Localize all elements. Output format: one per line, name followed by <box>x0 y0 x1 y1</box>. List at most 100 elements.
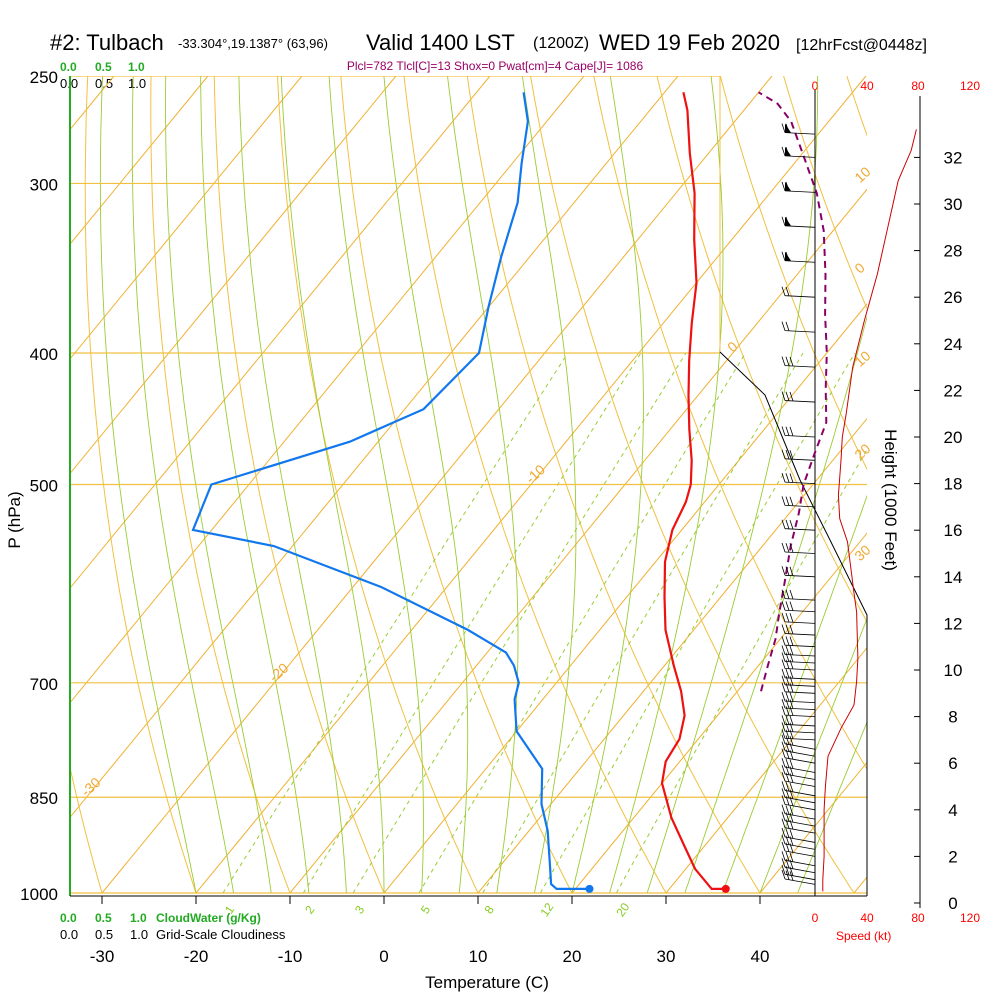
wind-barb-feather <box>781 795 786 805</box>
wind-barb-feather <box>781 668 786 678</box>
wind-barbs <box>781 123 816 885</box>
wind-barb-feather <box>781 834 786 845</box>
wind-barb-feather <box>789 736 794 746</box>
height-tick-label: 26 <box>944 288 963 307</box>
wind-barb-feather <box>781 216 786 226</box>
wind-barb-staff <box>784 190 816 193</box>
wind-barb-staff <box>784 820 816 827</box>
wind-barb-feather <box>781 811 786 821</box>
wind-barb-feather <box>781 391 786 401</box>
dry-adiabat-line <box>973 76 1000 893</box>
wind-barb-feather <box>789 852 794 862</box>
wind-barb-staff <box>784 700 816 704</box>
moist-adiabat-line <box>99 76 197 894</box>
wind-barb-staff <box>784 677 816 680</box>
height-tick-label: 10 <box>944 661 963 680</box>
mixing-ratio-label: 5 <box>418 903 433 917</box>
wind-barb-staff <box>784 813 816 820</box>
moist-adiabat-line <box>797 721 867 894</box>
height-tick-label: 20 <box>944 428 963 447</box>
isotherm-line <box>0 76 20 893</box>
wind-barb-feather <box>781 827 786 838</box>
cloud-bottom-green-0: 0.0 <box>60 911 77 925</box>
wind-barb-staff <box>784 878 816 885</box>
wind-barb-feather <box>781 734 786 744</box>
wind-barb-feather <box>785 624 790 634</box>
height-tick-label: 18 <box>944 475 963 494</box>
plot-frame <box>69 76 921 908</box>
wind-barb-staff <box>784 654 816 657</box>
wind-barb-feather <box>781 741 786 751</box>
height-tick-label: 22 <box>944 381 963 400</box>
height-tick-label: 32 <box>944 148 963 167</box>
wind-barb-feather <box>781 542 786 553</box>
wind-barb-staff <box>784 773 816 780</box>
wind-barb-feather <box>781 722 786 732</box>
isotherm-line <box>70 76 397 475</box>
pressure-tick-label: 500 <box>30 477 58 496</box>
wind-barb-feather <box>785 286 790 297</box>
mixing-ratio-line <box>352 352 687 894</box>
wind-barb-feather <box>785 645 790 655</box>
pressure-tick-label: 300 <box>30 175 58 194</box>
wind-barb-staff <box>784 691 816 694</box>
wind-barb-feather <box>781 123 786 133</box>
wind-barb-feather <box>785 612 790 623</box>
cloud-bottom-green-2: 1.0 <box>130 911 147 925</box>
indices-label: Plcl=782 Tlcl[C]=13 Shox=0 Pwat[cm]=4 Ca… <box>347 59 644 73</box>
wind-barb-staff <box>784 836 816 843</box>
mixing-ratio-label: 2 <box>302 903 317 917</box>
pressure-tick-label: 700 <box>30 675 58 694</box>
profile-lines <box>191 91 828 893</box>
wind-barb-feather <box>781 757 786 768</box>
moist-adiabat-line <box>646 76 819 894</box>
wind-barb-feather <box>781 181 786 191</box>
wind-barb-feather <box>781 286 786 296</box>
wind-barb-feather <box>781 698 786 709</box>
wind-barb-feather <box>785 692 790 702</box>
isotherm-label: 30 <box>851 541 873 563</box>
moist-adiabat-line <box>238 76 347 894</box>
x-tick-label: 40 <box>751 947 770 966</box>
moist-adiabat-line <box>280 76 385 893</box>
wind-barb-feather <box>785 391 790 401</box>
wind-barb-feather <box>781 519 786 529</box>
moist-adiabat-line <box>521 76 577 894</box>
speed-profile-line <box>822 129 917 892</box>
isotherm-line <box>665 647 867 894</box>
wind-barb-feather <box>785 715 790 725</box>
x-tick-label: -30 <box>90 947 115 966</box>
height-tick-label: 8 <box>948 708 957 727</box>
wind-barb-feather <box>781 865 786 875</box>
wind-barb-staff <box>784 827 816 834</box>
x-tick-label: 10 <box>469 947 488 966</box>
barb-panel-outline <box>719 351 868 896</box>
cloud-top-black-2: 1.0 <box>128 76 146 91</box>
pressure-tick-label: 250 <box>30 68 58 87</box>
height-axis-title: Height (1000 Feet) <box>881 429 900 571</box>
dry-adiabat-line <box>0 76 8 893</box>
wind-barb-feather <box>781 869 786 880</box>
mixing-ratio-line <box>222 352 569 894</box>
wind-barb-staff <box>784 260 816 263</box>
wind-barb-feather <box>781 841 786 852</box>
speed-bottom-40: 40 <box>860 911 874 925</box>
wind-barb-feather <box>785 519 790 530</box>
wind-barb-feather <box>789 782 794 792</box>
speed-top-80: 80 <box>911 79 925 93</box>
dry-adiabat-line <box>277 76 479 894</box>
wind-barb-feather <box>785 321 790 331</box>
dry-adiabat-line <box>213 76 385 894</box>
height-tick-label: 30 <box>944 195 963 214</box>
x-tick-label: 0 <box>379 947 388 966</box>
wind-barb-pennant <box>785 181 791 191</box>
wind-barb-staff <box>784 365 816 368</box>
height-tick-label: 4 <box>948 801 957 820</box>
isotherm-label: -10 <box>522 461 548 487</box>
wind-barb-feather <box>785 496 790 506</box>
wind-barb-staff <box>784 873 816 881</box>
wind-barb-staff <box>784 505 816 508</box>
wind-barb-feather <box>789 543 794 553</box>
moist-adiabat-line <box>609 76 724 894</box>
